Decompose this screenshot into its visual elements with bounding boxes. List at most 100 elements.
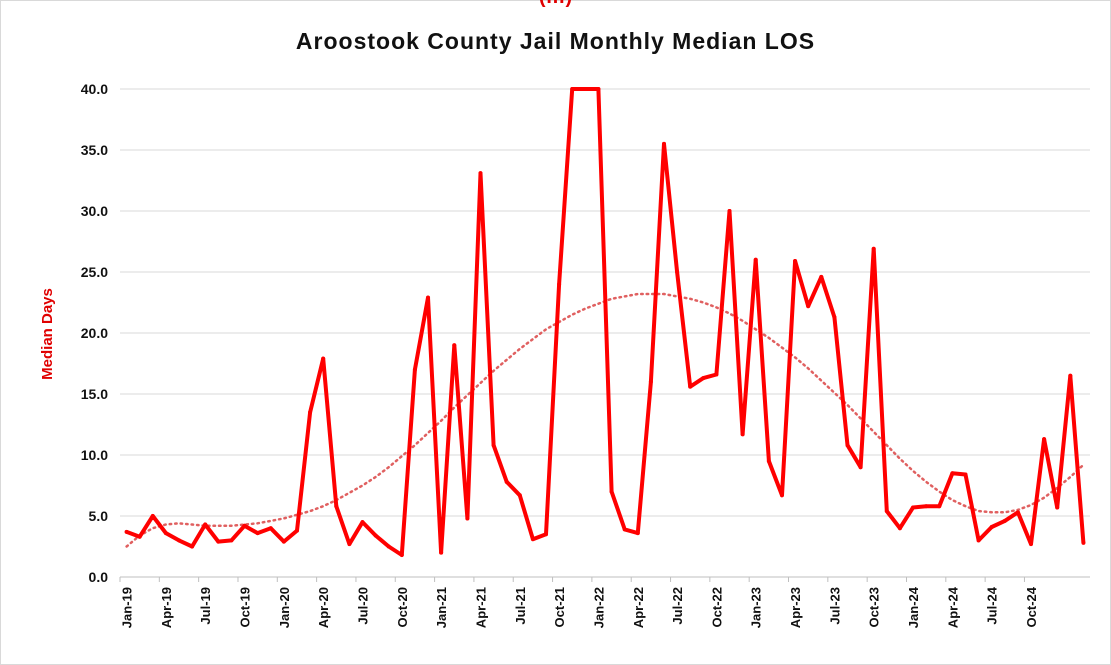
- data-point: [452, 343, 457, 348]
- data-point: [661, 141, 666, 146]
- data-point: [950, 471, 955, 476]
- data-point: [530, 537, 535, 542]
- data-point: [373, 533, 378, 538]
- data-point: [203, 522, 208, 527]
- data-point: [622, 527, 627, 532]
- data-point: [544, 532, 549, 537]
- x-tick-label: Jan-19: [120, 587, 135, 628]
- data-point: [832, 315, 837, 320]
- data-point: [334, 504, 339, 509]
- x-tick-label: Jan-24: [906, 586, 921, 628]
- data-point: [491, 443, 496, 448]
- data-point: [779, 493, 784, 498]
- x-tick-label: Jan-20: [277, 587, 292, 628]
- data-point: [308, 410, 313, 415]
- data-point: [714, 372, 719, 377]
- x-tick-label: Oct-23: [867, 587, 882, 627]
- data-point: [465, 516, 470, 521]
- data-point: [137, 534, 142, 539]
- data-point: [1029, 542, 1034, 547]
- data-point: [1068, 373, 1073, 378]
- y-tick-label: 15.0: [81, 386, 108, 402]
- x-tick-label: Oct-21: [552, 587, 567, 627]
- x-tick-label: Jul-23: [827, 587, 842, 625]
- x-tick-label: Apr-24: [945, 586, 960, 628]
- x-tick-label: Apr-22: [631, 587, 646, 628]
- x-axis-ticks: Jan-19 Apr-19 Jul-19 Oct-19 Jan-20 Apr-20 Jul-…: [119, 577, 1039, 628]
- x-tick-label: Oct-20: [395, 587, 410, 627]
- data-point: [871, 246, 876, 251]
- data-point: [845, 443, 850, 448]
- x-tick-label: Oct-22: [709, 587, 724, 627]
- y-axis-ticks: 0.0 5.0 10.0 15.0 20.0 25.0 30.0 35.0 40.0: [81, 81, 108, 585]
- data-point: [268, 526, 273, 531]
- x-tick-label: Jul-22: [670, 587, 685, 625]
- data-point: [793, 259, 798, 264]
- data-point: [150, 514, 155, 518]
- data-point: [1081, 540, 1086, 545]
- data-point: [504, 479, 509, 484]
- series-points: [124, 87, 1086, 558]
- x-tick-label: Oct-19: [238, 587, 253, 627]
- data-point: [740, 432, 745, 437]
- x-tick-label: Apr-19: [159, 587, 174, 628]
- x-tick-label: Jul-19: [198, 587, 213, 625]
- data-point: [989, 524, 994, 529]
- series-line: [125, 87, 1086, 557]
- data-point: [426, 295, 431, 300]
- data-point: [688, 384, 693, 389]
- data-point: [281, 539, 286, 544]
- data-point: [1015, 510, 1020, 515]
- data-point: [478, 171, 483, 176]
- y-tick-label: 5.0: [89, 508, 109, 524]
- x-tick-label: Jan-23: [749, 587, 764, 628]
- data-point: [766, 459, 771, 464]
- data-point: [858, 465, 863, 470]
- y-axis-label: Median Days: [39, 288, 56, 380]
- y-tick-label: 20.0: [81, 325, 108, 341]
- x-tick-label: Jul-20: [356, 587, 371, 625]
- data-point: [386, 544, 391, 549]
- data-point: [124, 529, 129, 534]
- data-point: [294, 528, 299, 533]
- cut-off-header-text: (…): [0, 0, 1111, 9]
- y-tick-label: 10.0: [81, 447, 108, 463]
- data-point: [176, 538, 181, 543]
- data-point: [255, 531, 260, 536]
- x-tick-label: Apr-21: [473, 587, 488, 628]
- data-point: [1055, 505, 1060, 510]
- y-tick-label: 0.0: [89, 569, 109, 585]
- data-point: [412, 367, 417, 372]
- x-tick-label: Oct-24: [1024, 586, 1039, 627]
- data-point: [216, 539, 221, 544]
- data-point: [517, 493, 522, 498]
- data-point: [229, 538, 234, 543]
- x-tick-label: Jul-21: [513, 587, 528, 625]
- data-point: [701, 376, 706, 381]
- data-point: [399, 553, 404, 558]
- data-point: [163, 531, 168, 536]
- x-tick-label: Apr-23: [788, 587, 803, 628]
- data-point: [884, 509, 889, 514]
- x-tick-label: Jan-22: [591, 587, 606, 628]
- data-point: [727, 209, 732, 213]
- x-tick-label: Jul-24: [985, 586, 1000, 624]
- x-tick-label: Jan-21: [434, 587, 449, 628]
- data-point: [570, 87, 575, 91]
- data-point: [897, 526, 902, 531]
- data-point: [583, 87, 588, 91]
- data-point: [1002, 518, 1007, 523]
- data-point: [360, 520, 365, 525]
- y-tick-label: 35.0: [81, 142, 108, 158]
- data-point: [806, 304, 811, 309]
- chart-title: Aroostook County Jail Monthly Median LOS: [295, 28, 816, 54]
- y-tick-label: 30.0: [81, 203, 108, 219]
- y-tick-label: 25.0: [81, 264, 108, 280]
- data-point: [1042, 437, 1047, 442]
- x-tick-label: Apr-20: [316, 587, 331, 628]
- data-point: [819, 274, 824, 279]
- data-point: [648, 379, 653, 384]
- data-point: [439, 550, 444, 555]
- data-point: [347, 542, 352, 547]
